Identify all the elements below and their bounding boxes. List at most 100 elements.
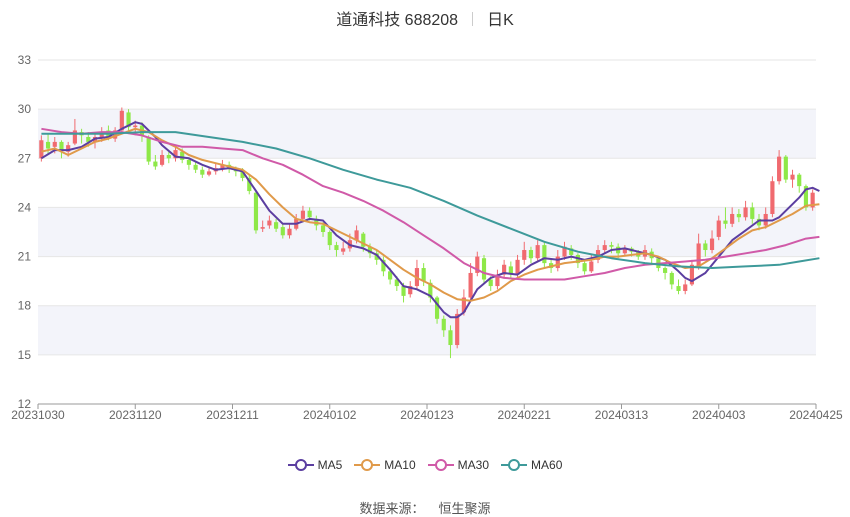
- legend-item-ma60[interactable]: MA60: [501, 458, 562, 472]
- x-tick-label: 20240221: [498, 408, 552, 422]
- legend-marker-icon: [354, 459, 381, 471]
- candle-body: [334, 245, 339, 251]
- candle-body: [367, 246, 373, 254]
- candle-body: [790, 174, 795, 180]
- legend-item-ma30[interactable]: MA30: [427, 458, 490, 472]
- candle-body: [502, 264, 507, 275]
- x-tick-label: 20240403: [692, 408, 746, 422]
- candlestick-chart: 12 15 18 21 24 27 30 33 20231030 20231120 2023121…: [11, 53, 843, 422]
- candle-body: [361, 233, 366, 247]
- candle-body: [683, 284, 688, 291]
- x-axis: 20231030 20231120 20231211 20240102 20240123…: [11, 403, 843, 422]
- candle-body: [609, 245, 614, 247]
- candle-body: [220, 164, 225, 169]
- candle-body: [287, 228, 292, 236]
- candle-body: [354, 230, 359, 241]
- candle-body: [247, 177, 252, 192]
- candle-body: [59, 141, 64, 151]
- grid-bands: [38, 109, 816, 355]
- source-value: 恒生聚源: [438, 501, 491, 516]
- legend-label: MA60: [531, 458, 563, 472]
- candle-body: [173, 150, 178, 159]
- candle-body: [770, 181, 775, 214]
- candle-body: [280, 227, 285, 236]
- candle-body: [153, 161, 158, 167]
- candle-body: [495, 274, 500, 287]
- candle-body: [448, 330, 453, 346]
- candle-body: [810, 192, 815, 208]
- candle-body: [206, 171, 212, 175]
- x-tick-label: 20240313: [595, 408, 649, 422]
- y-tick-label: 27: [18, 151, 32, 165]
- legend-item-ma10[interactable]: MA10: [354, 458, 416, 472]
- candle-body: [669, 272, 674, 285]
- candle-body: [488, 279, 493, 287]
- candle-body: [756, 218, 762, 226]
- candle-body: [723, 220, 728, 224]
- x-tick-label: 20231120: [109, 408, 162, 422]
- source-label: 数据来源：: [359, 501, 425, 516]
- legend-marker-icon: [427, 459, 454, 471]
- candle-body: [113, 130, 118, 139]
- candle-body: [468, 272, 473, 298]
- candle-body: [663, 268, 668, 273]
- candle-body: [260, 227, 265, 229]
- candle-body: [86, 136, 91, 142]
- candle-body: [381, 259, 386, 272]
- ma60-line: [41, 131, 820, 269]
- candle-body: [133, 125, 138, 128]
- candle-body: [441, 318, 446, 331]
- candle-body: [569, 248, 574, 255]
- candle-body: [783, 156, 788, 180]
- moving-average-lines: [40, 121, 820, 319]
- title-separator: [472, 12, 474, 26]
- candle-body: [253, 192, 259, 231]
- y-tick-label: 33: [18, 53, 32, 67]
- x-tick-label: 20231211: [206, 408, 259, 422]
- candle-body: [374, 253, 379, 260]
- candles: [39, 107, 815, 359]
- candle-body: [300, 210, 306, 219]
- candle-body: [508, 266, 513, 275]
- candle-body: [52, 141, 57, 147]
- candle-body: [522, 250, 527, 260]
- candle-body: [66, 145, 71, 152]
- candle-body: [750, 207, 755, 219]
- grid-lines: [38, 59, 816, 405]
- candle-body: [200, 169, 205, 175]
- ma30-line: [41, 127, 820, 281]
- x-tick-label: 20240123: [400, 408, 454, 422]
- legend-marker-icon: [501, 459, 528, 471]
- candle-body: [730, 213, 735, 224]
- candle-body: [401, 286, 406, 296]
- candle-body: [267, 220, 272, 226]
- candle-body: [481, 258, 487, 280]
- candle-body: [180, 151, 185, 160]
- y-tick-label: 30: [18, 102, 32, 116]
- candle-body: [562, 246, 567, 257]
- legend-label: MA30: [457, 458, 490, 472]
- candle-body: [461, 297, 466, 313]
- candle-body: [542, 245, 547, 264]
- data-source: 数据来源： 恒生聚源: [0, 498, 850, 517]
- grid-band: [38, 305, 816, 355]
- candle-body: [327, 232, 332, 246]
- candle-body: [388, 271, 393, 280]
- candle-body: [622, 248, 627, 254]
- candle-body: [193, 164, 198, 170]
- candle-body: [119, 110, 124, 131]
- y-tick-label: 12: [18, 397, 32, 411]
- candle-body: [186, 159, 191, 165]
- legend-marker-icon: [287, 459, 314, 471]
- candle-body: [475, 256, 480, 273]
- legend-item-ma5[interactable]: MA5: [287, 458, 342, 472]
- candle-body: [320, 225, 326, 232]
- candle-body: [535, 245, 540, 259]
- candle-body: [72, 130, 77, 144]
- candle-body: [555, 256, 560, 269]
- candle-body: [689, 264, 695, 285]
- candle-body: [709, 238, 715, 251]
- candle-body: [743, 207, 748, 218]
- grid-band: [38, 109, 816, 159]
- y-axis: 12 15 18 21 24 27 30 33: [18, 53, 32, 411]
